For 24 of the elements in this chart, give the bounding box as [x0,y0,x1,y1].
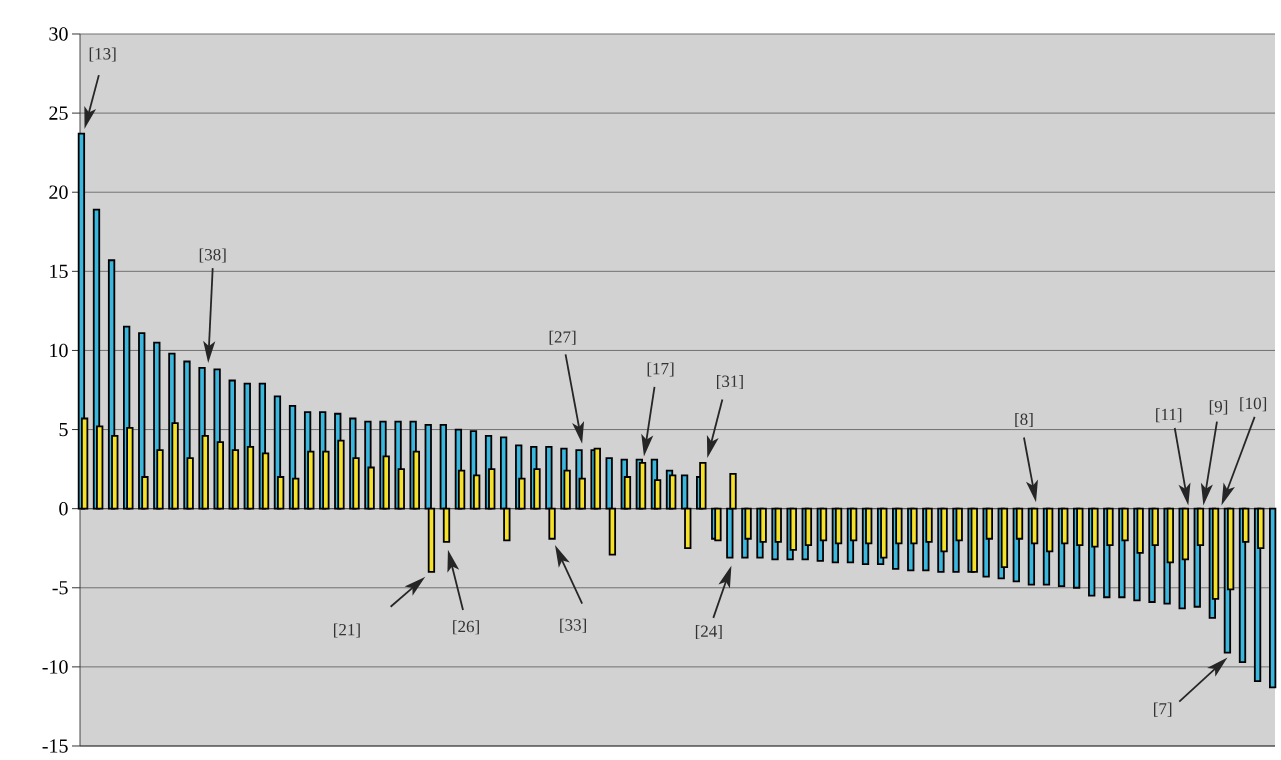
y-tick-label: 25 [49,106,68,120]
annotation: [9] [1209,400,1228,415]
annotation: [27] [549,330,576,345]
annotation: [31] [717,375,743,390]
y-tick-label: -5 [52,581,68,595]
annotation: [13] [89,47,116,62]
y-tick-label: 15 [50,264,68,279]
y-tick-label: 5 [59,422,68,437]
annotation: [21] [333,623,360,638]
y-tick-label: 10 [50,343,68,358]
annotation: [38] [199,248,226,263]
annotation: [8] [1015,413,1033,428]
y-tick-label: -10 [42,660,68,674]
annotation: [11] [1156,408,1182,423]
annotation: [26] [453,620,479,635]
y-tick-label: 20 [49,185,68,199]
annotation: [7] [1154,702,1172,717]
annotation: [10] [1240,397,1267,412]
y-tick-label: -15 [42,739,68,753]
y-tick-label: 0 [59,501,68,516]
annotation: [33] [560,618,586,633]
annotation: [24] [695,625,722,640]
annotation: [17] [647,362,674,377]
y-tick-label: 30 [49,27,68,41]
